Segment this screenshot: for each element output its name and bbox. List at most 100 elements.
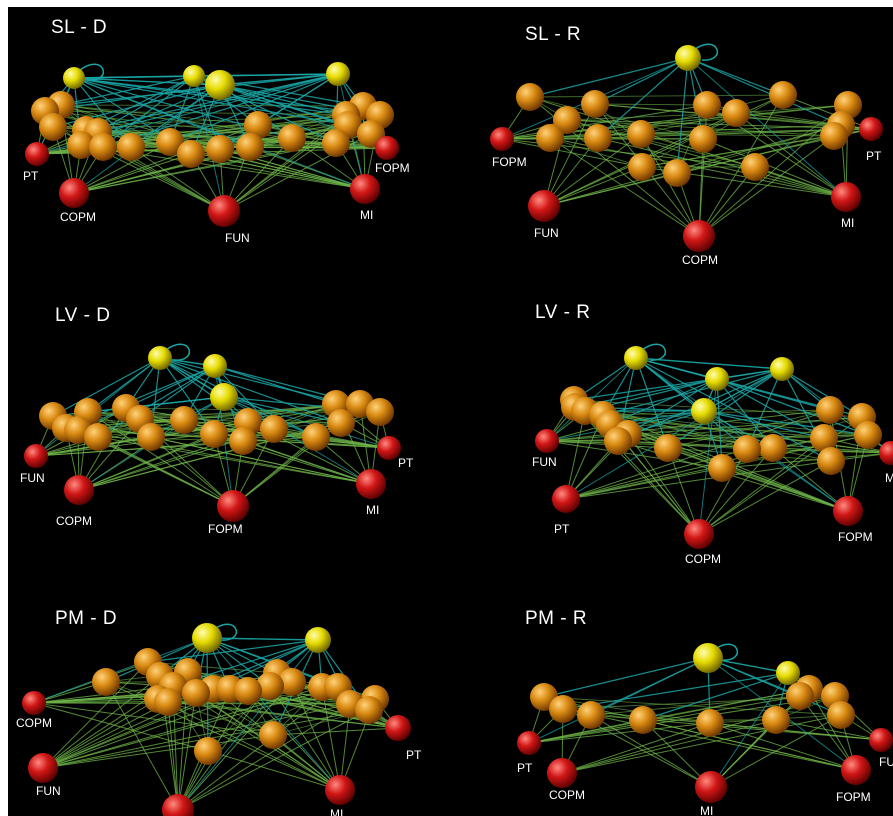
- node-label: PT: [406, 748, 422, 762]
- stimulus-node: [377, 436, 401, 460]
- edge: [709, 722, 882, 741]
- edge: [594, 103, 842, 126]
- module-node: [663, 159, 691, 187]
- edge: [85, 73, 339, 131]
- module-node: [810, 424, 838, 452]
- module-node: [229, 427, 257, 455]
- edge: [562, 672, 789, 710]
- edge: [781, 368, 863, 418]
- stimulus-node: [22, 691, 46, 715]
- module-node: [39, 113, 67, 141]
- edge: [87, 411, 234, 507]
- module-node: [769, 81, 797, 109]
- panel-sl-d: SL - D PT COPM FUN MI FOPM: [8, 7, 450, 277]
- panel-lv-r: LV - R FUN PT COPM FOPM MI: [450, 277, 893, 566]
- edge: [775, 719, 882, 741]
- hub-node: [691, 398, 717, 424]
- edge: [159, 357, 342, 424]
- edge: [139, 365, 216, 420]
- module-node: [553, 106, 581, 134]
- edge: [584, 410, 825, 439]
- edge: [667, 447, 700, 535]
- edge: [73, 133, 372, 194]
- edge: [698, 448, 748, 535]
- module-node: [741, 153, 769, 181]
- stimulus-node: [859, 117, 883, 141]
- stimulus-node: [64, 475, 94, 505]
- node-label: FUN: [532, 455, 557, 469]
- module-node: [604, 427, 632, 455]
- edge: [808, 688, 857, 771]
- stimulus-node: [208, 195, 240, 227]
- node-label: PT: [554, 522, 570, 536]
- stimulus-node: [517, 731, 541, 755]
- edge: [642, 672, 789, 721]
- edge: [177, 692, 197, 811]
- network-graph: FOPM FUN COPM MI PT: [490, 43, 883, 267]
- node-label: FOPM: [208, 522, 243, 536]
- edge: [102, 75, 195, 148]
- module-node: [816, 396, 844, 424]
- node-label: FUN: [225, 231, 250, 245]
- hub-node: [203, 354, 227, 378]
- edge: [78, 418, 141, 491]
- edge: [594, 57, 689, 105]
- stimulus-node: [24, 444, 48, 468]
- edge: [169, 73, 339, 143]
- panel-title: SL - R: [525, 24, 582, 45]
- edge: [102, 73, 339, 148]
- module-node: [156, 128, 184, 156]
- hub-node: [210, 383, 238, 411]
- stimulus-node: [833, 496, 863, 526]
- module-node: [817, 447, 845, 475]
- edge: [667, 368, 783, 449]
- stimulus-node: [28, 753, 58, 783]
- edge: [676, 57, 689, 174]
- stimulus-node: [695, 771, 727, 803]
- edge: [77, 365, 216, 431]
- edge: [543, 133, 642, 207]
- edge: [157, 698, 341, 791]
- module-node: [89, 133, 117, 161]
- edge: [561, 722, 711, 774]
- edge: [543, 657, 709, 698]
- edge: [735, 104, 849, 114]
- stimulus-node: [547, 758, 577, 788]
- edge: [97, 131, 372, 135]
- edge: [642, 688, 810, 721]
- edge: [60, 104, 259, 126]
- edge: [33, 702, 274, 736]
- edge: [698, 437, 825, 535]
- network-edges: [501, 43, 872, 237]
- edge: [130, 146, 225, 212]
- node-label: MI: [885, 471, 893, 485]
- module-node: [759, 434, 787, 462]
- stimulus-node: [162, 794, 194, 816]
- edge: [223, 396, 342, 424]
- edge: [565, 410, 586, 500]
- hub-node: [305, 627, 331, 653]
- panel-title: PM - D: [55, 608, 118, 629]
- edge: [590, 695, 801, 716]
- self-loop-edge: [693, 43, 719, 61]
- module-node: [366, 398, 394, 426]
- edge: [549, 137, 643, 168]
- network-nodes: [535, 346, 893, 549]
- hub-node: [148, 346, 172, 370]
- hub-node: [770, 357, 794, 381]
- panel-lv-d: LV - D FUN COPM FOPM MI PT: [8, 277, 450, 547]
- edge: [501, 138, 643, 168]
- module-node: [137, 423, 165, 451]
- module-node: [696, 709, 724, 737]
- edge: [703, 410, 825, 439]
- edge: [528, 695, 801, 744]
- edge: [716, 378, 825, 439]
- edge: [710, 714, 842, 788]
- module-node: [256, 672, 284, 700]
- edge: [676, 124, 842, 174]
- edge: [687, 57, 847, 198]
- module-node: [84, 423, 112, 451]
- edge: [597, 57, 689, 139]
- edge: [529, 57, 689, 98]
- stimulus-node: [356, 469, 386, 499]
